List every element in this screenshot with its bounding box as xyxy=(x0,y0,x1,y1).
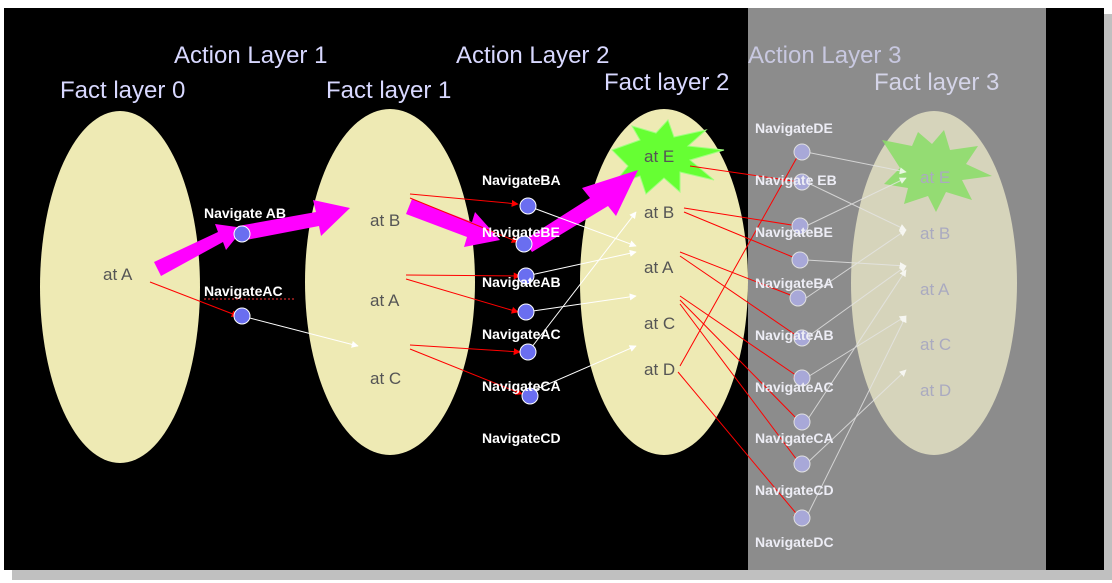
precondition-edges-layer-3 xyxy=(677,151,801,519)
action-node xyxy=(789,289,807,307)
action-labels-layer-3: NavigateDE Navigate EB NavigateBE Naviga… xyxy=(755,120,837,550)
fact-layer-3-item: at E xyxy=(920,168,950,187)
action-nodes-layer-1 xyxy=(233,225,251,325)
fact-layer-1-item: at C xyxy=(370,369,401,388)
action-node xyxy=(521,387,539,405)
action-node xyxy=(793,143,811,161)
title-fact-layer-0: Fact layer 0 xyxy=(60,77,185,104)
action-label: NavigateAC xyxy=(482,326,561,342)
action-label: NavigateBA xyxy=(482,172,561,188)
fact-layer-3-item: at B xyxy=(920,224,950,243)
action-labels-layer-1: Navigate AB NavigateAC xyxy=(204,205,286,299)
action-label: NavigateBE xyxy=(482,224,560,240)
title-fact-layer-1: Fact layer 1 xyxy=(326,77,451,104)
fact-labels-layer-3: at E at B at A at C at D xyxy=(920,168,951,400)
action-node xyxy=(793,369,811,387)
title-action-layer-1: Action Layer 1 xyxy=(174,42,327,69)
action-node xyxy=(793,413,811,431)
fact-labels-layer-1: at B at A at C xyxy=(370,211,401,388)
action-node xyxy=(233,225,251,243)
fact-labels-layer-2: at E at B at A at C at D xyxy=(644,147,675,379)
action-label: NavigateCD xyxy=(755,482,834,498)
action-node xyxy=(791,251,809,269)
action-label: NavigateCA xyxy=(755,430,834,446)
fact-layer-3-item: at A xyxy=(920,280,950,299)
fact-layer-0-item: at A xyxy=(103,265,133,284)
fact-layer-2-item: at A xyxy=(644,258,674,277)
action-nodes-layer-2 xyxy=(515,197,539,405)
effect-edges-layer-3 xyxy=(805,151,907,519)
action-node xyxy=(517,267,535,285)
plan-arrow-a-to-navigate-ab xyxy=(154,224,244,276)
action-label: NavigateDE xyxy=(755,120,833,136)
action-node xyxy=(519,343,537,361)
precondition-edges xyxy=(149,193,523,395)
action-labels-layer-2: NavigateBA NavigateBE NavigateAB Navigat… xyxy=(482,172,561,446)
action-node xyxy=(519,197,537,215)
action-label: NavigateDC xyxy=(755,534,834,550)
action-node xyxy=(791,217,809,235)
title-action-layer-2: Action Layer 2 xyxy=(456,42,609,69)
action-node xyxy=(793,329,811,347)
fact-labels-layer-0: at A xyxy=(103,265,133,284)
fact-layer-1-ellipse xyxy=(305,109,475,455)
action-label: NavigateBE xyxy=(755,224,833,240)
goal-burst-layer-2 xyxy=(610,119,725,195)
fact-layer-2-item: at E xyxy=(644,147,674,166)
action-node xyxy=(793,173,811,191)
action-label: Navigate EB xyxy=(755,172,837,188)
title-fact-layer-3: Fact layer 3 xyxy=(874,69,999,96)
title-fact-layer-2: Fact layer 2 xyxy=(604,69,729,96)
title-action-layer-3: Action Layer 3 xyxy=(748,42,901,69)
action-label: NavigateBA xyxy=(755,275,834,291)
action-nodes-layer-3 xyxy=(789,143,811,527)
action-node xyxy=(233,307,251,325)
plan-arrow-b-to-navigate-be xyxy=(406,199,500,247)
action-label: NavigateAC xyxy=(755,379,834,395)
action-label: NavigateAB xyxy=(482,274,561,290)
fact-layer-3-item: at D xyxy=(920,381,951,400)
fact-layer-2-item: at D xyxy=(644,360,675,379)
fact-layer-1-item: at B xyxy=(370,211,400,230)
action-node xyxy=(517,303,535,321)
action-label: Navigate AB xyxy=(204,205,286,221)
plan-arrow-navigate-ab-to-b xyxy=(238,200,350,241)
fact-layer-2-item: at C xyxy=(644,314,675,333)
action-label: NavigateAB xyxy=(755,327,834,343)
action-node xyxy=(515,235,533,253)
effect-edges xyxy=(241,205,637,393)
fact-layer-1-item: at A xyxy=(370,291,400,310)
fact-layer-3-item: at C xyxy=(920,335,951,354)
plan-arrow-navigate-be-to-e xyxy=(524,170,638,252)
fact-layer-0-ellipse xyxy=(40,111,200,463)
action-label: NavigateCD xyxy=(482,430,561,446)
action-node xyxy=(793,455,811,473)
fact-layer-2-item: at B xyxy=(644,203,674,222)
action-label: NavigateAC xyxy=(204,283,283,299)
action-label: NavigateCA xyxy=(482,378,561,394)
fact-layer-3-ellipse xyxy=(851,111,1017,455)
goal-burst-layer-3 xyxy=(882,130,992,212)
action-node xyxy=(793,509,811,527)
